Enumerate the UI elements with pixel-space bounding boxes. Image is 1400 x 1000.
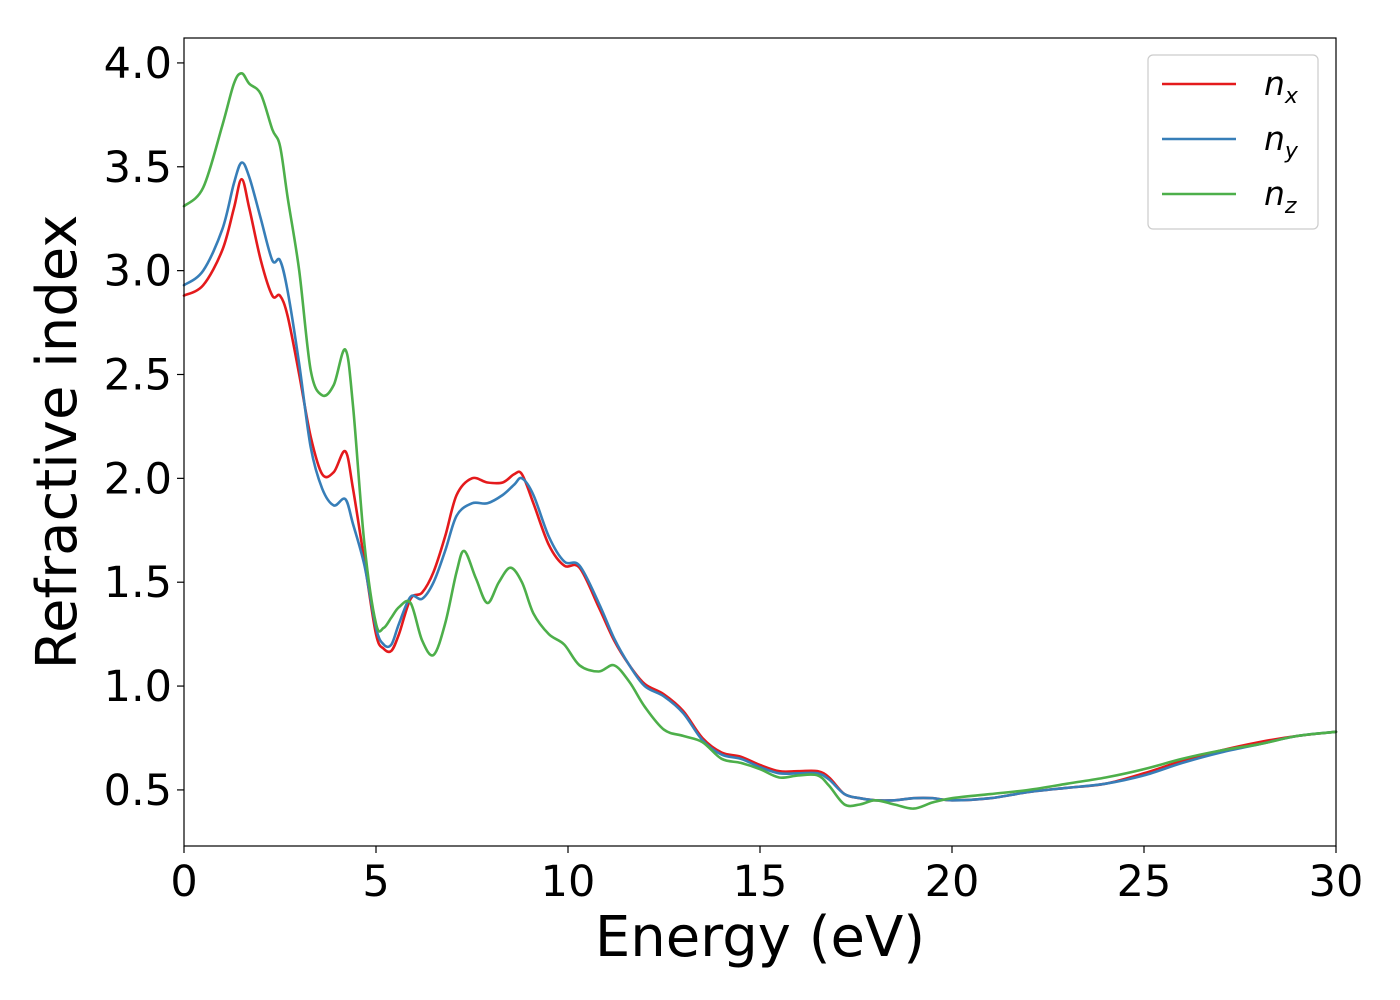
- y-tick-label: 1.5: [104, 558, 172, 608]
- series-line-nz: [182, 72, 1338, 810]
- series-line-ny: [182, 161, 1338, 802]
- y-axis-ticks: 0.5 1.0 1.5 2.0 2.5 3.0 3.5 4.0: [104, 39, 184, 816]
- x-axis-title: Energy (eV): [595, 905, 925, 970]
- y-axis-title: Refractive index: [25, 215, 90, 670]
- y-tick-label: 3.5: [104, 143, 172, 193]
- series-line-nx: [182, 177, 1338, 802]
- y-tick-label: 4.0: [104, 39, 172, 89]
- y-tick-label: 2.0: [104, 454, 172, 504]
- x-tick-label: 20: [925, 857, 980, 907]
- legend-box: [1147, 54, 1319, 230]
- y-tick-label: 2.5: [104, 350, 172, 400]
- x-tick-label: 0: [170, 857, 197, 907]
- y-tick-label: 0.5: [104, 766, 172, 816]
- x-tick-label: 15: [733, 857, 788, 907]
- y-tick-label: 1.0: [104, 662, 172, 712]
- x-axis-ticks: 0 5 10 15 20 25 30: [170, 846, 1363, 907]
- x-tick-label: 5: [362, 857, 389, 907]
- x-tick-label: 25: [1117, 857, 1172, 907]
- x-tick-label: 10: [541, 857, 596, 907]
- series-layer: [182, 72, 1338, 810]
- y-tick-label: 3.0: [104, 247, 172, 297]
- x-tick-label: 30: [1309, 857, 1364, 907]
